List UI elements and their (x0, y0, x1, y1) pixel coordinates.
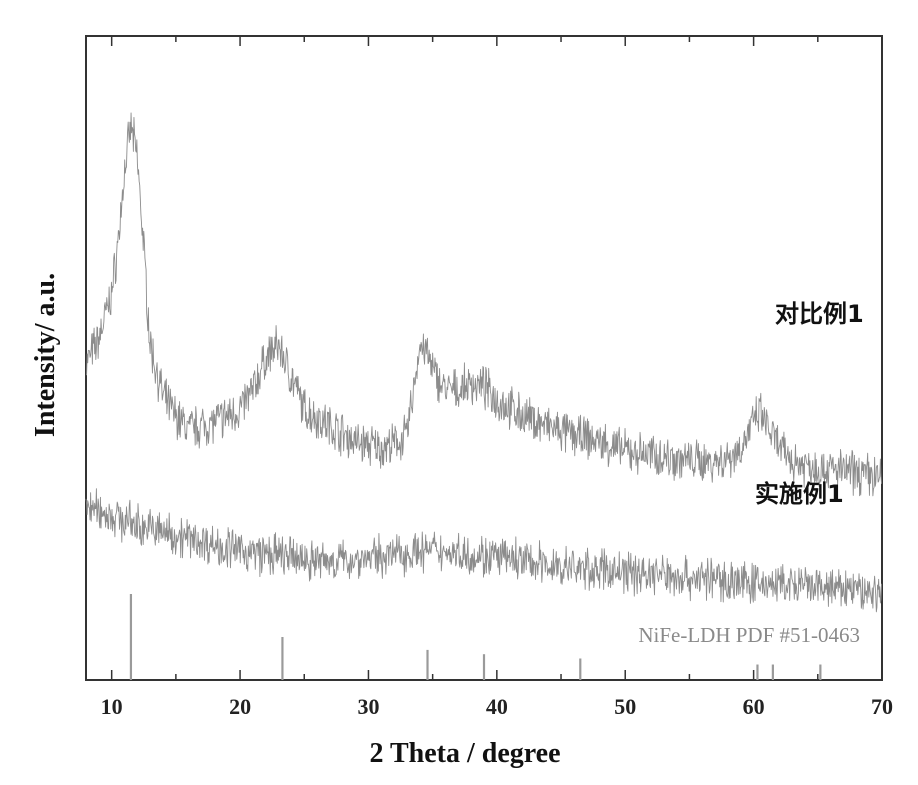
x-tick-label: 40 (486, 694, 508, 719)
x-tick-label: 50 (614, 694, 636, 719)
x-axis-title: 2 Theta / degree (369, 738, 560, 769)
x-tick-label: 10 (101, 694, 123, 719)
reference-pdf-label: NiFe-LDH PDF #51-0463 (638, 623, 860, 647)
y-axis-title: Intensity/ a.u. (30, 273, 61, 437)
x-axis-ticks: 10 20 30 40 50 60 70 (101, 36, 893, 719)
x-tick-label: 60 (743, 694, 765, 719)
series-line-0 (85, 112, 882, 497)
series-line-1 (85, 488, 882, 613)
series-label-example-1: 实施例1 (755, 480, 844, 508)
x-tick-label: 30 (357, 694, 379, 719)
reference-sticks (129, 594, 822, 680)
x-tick-label: 20 (229, 694, 251, 719)
x-tick-label: 70 (871, 694, 893, 719)
series-label-comparative-example-1: 对比例1 (775, 300, 864, 328)
series-group (85, 112, 882, 613)
